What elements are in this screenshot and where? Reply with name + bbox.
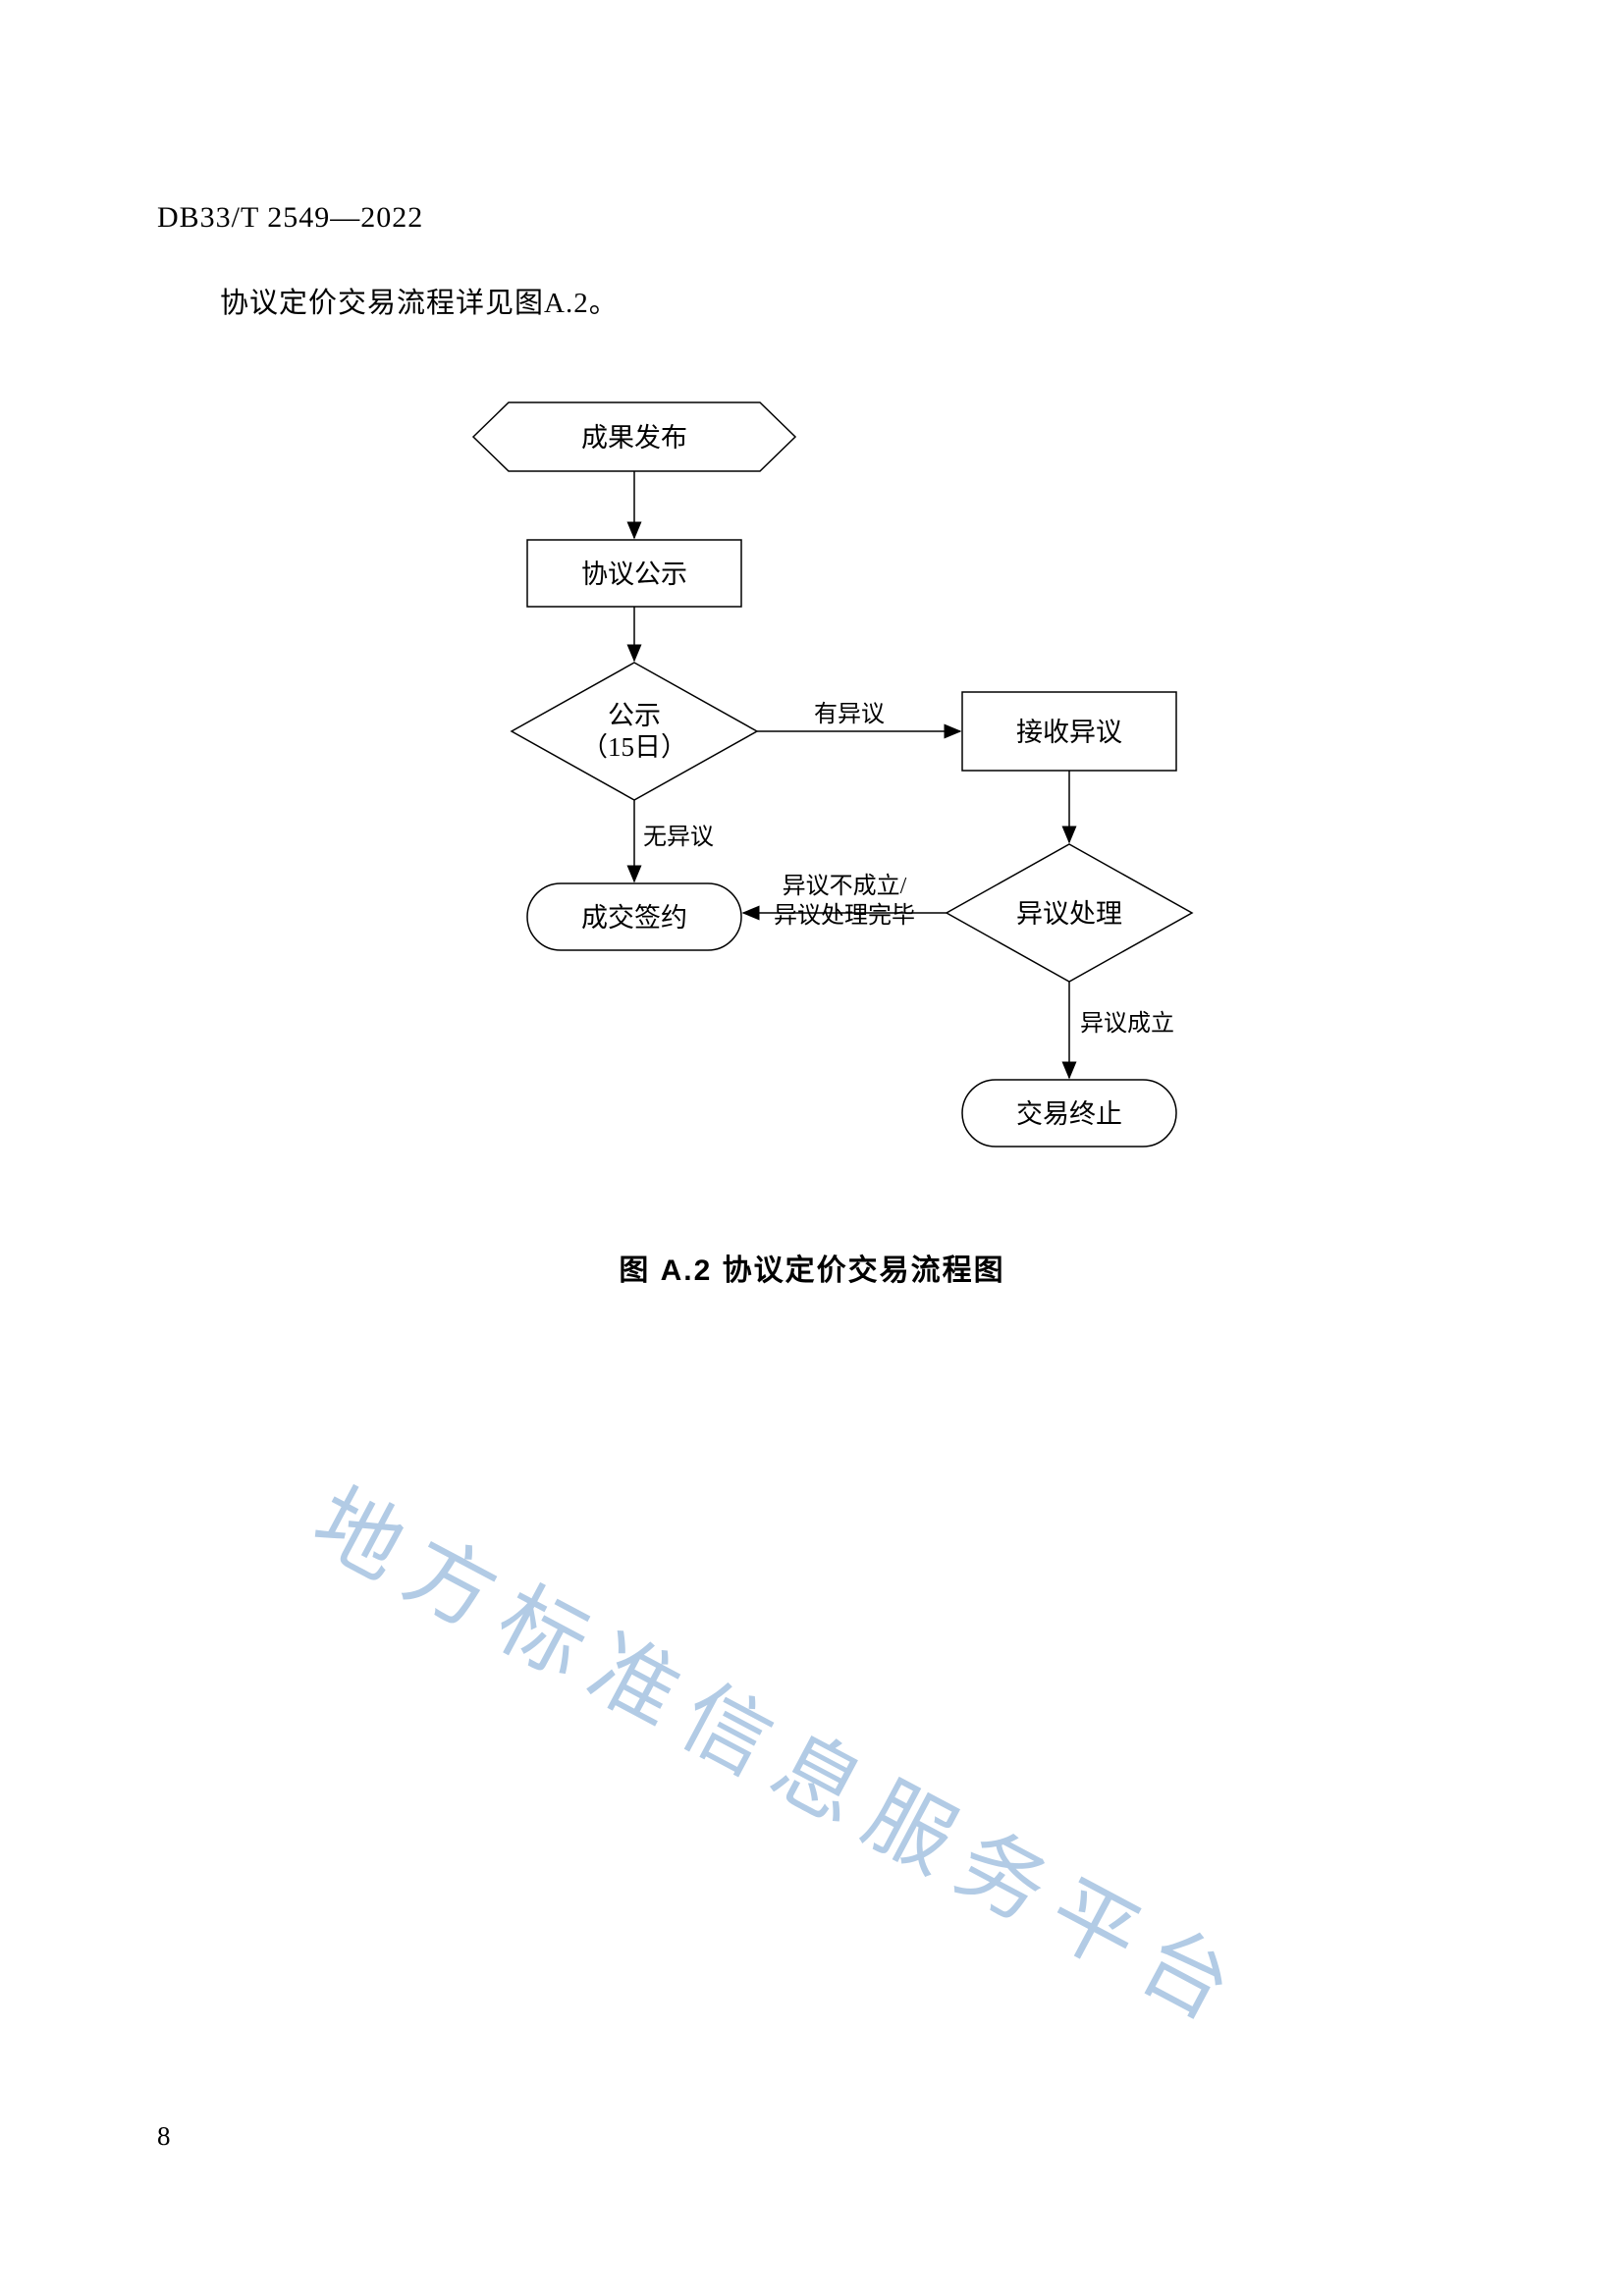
edge-n6-n5-label1: 异议不成立/ xyxy=(783,873,907,899)
page-number: 8 xyxy=(157,2121,171,2152)
figure-caption: 图 A.2 协议定价交易流程图 xyxy=(0,1246,1624,1289)
doc-code: DB33/T 2549—2022 xyxy=(157,201,423,235)
node-sign-label: 成交签约 xyxy=(581,903,687,933)
edge-n6-n7-label: 异议成立 xyxy=(1080,1010,1174,1037)
node-publish-label: 成果发布 xyxy=(581,423,687,453)
flowchart-diagram: 成果发布 协议公示 公示 （15日） 有异议 接收异议 无异议 成交签约 异议处… xyxy=(403,373,1286,1178)
node-notice-period xyxy=(512,663,757,800)
node-notice-label2: （15日） xyxy=(581,732,687,762)
edge-n6-n5-label2: 异议处理完毕 xyxy=(774,902,915,929)
node-terminate-label: 交易终止 xyxy=(1016,1099,1122,1129)
edge-n3-n5-label: 无异议 xyxy=(643,825,714,850)
node-notice-label1: 公示 xyxy=(608,701,661,730)
edge-n3-n4-label: 有异议 xyxy=(814,701,885,727)
page-container: DB33/T 2549—2022 协议定价交易流程详见图A.2。 成果发布 协议… xyxy=(0,0,1624,2296)
intro-paragraph: 协议定价交易流程详见图A.2。 xyxy=(220,280,619,321)
node-handle-label: 异议处理 xyxy=(1016,899,1122,929)
node-receive-label: 接收异议 xyxy=(1016,718,1122,747)
watermark-text: 地方标准信息服务平台 xyxy=(295,1453,1272,2052)
node-announce-label: 协议公示 xyxy=(581,560,687,589)
